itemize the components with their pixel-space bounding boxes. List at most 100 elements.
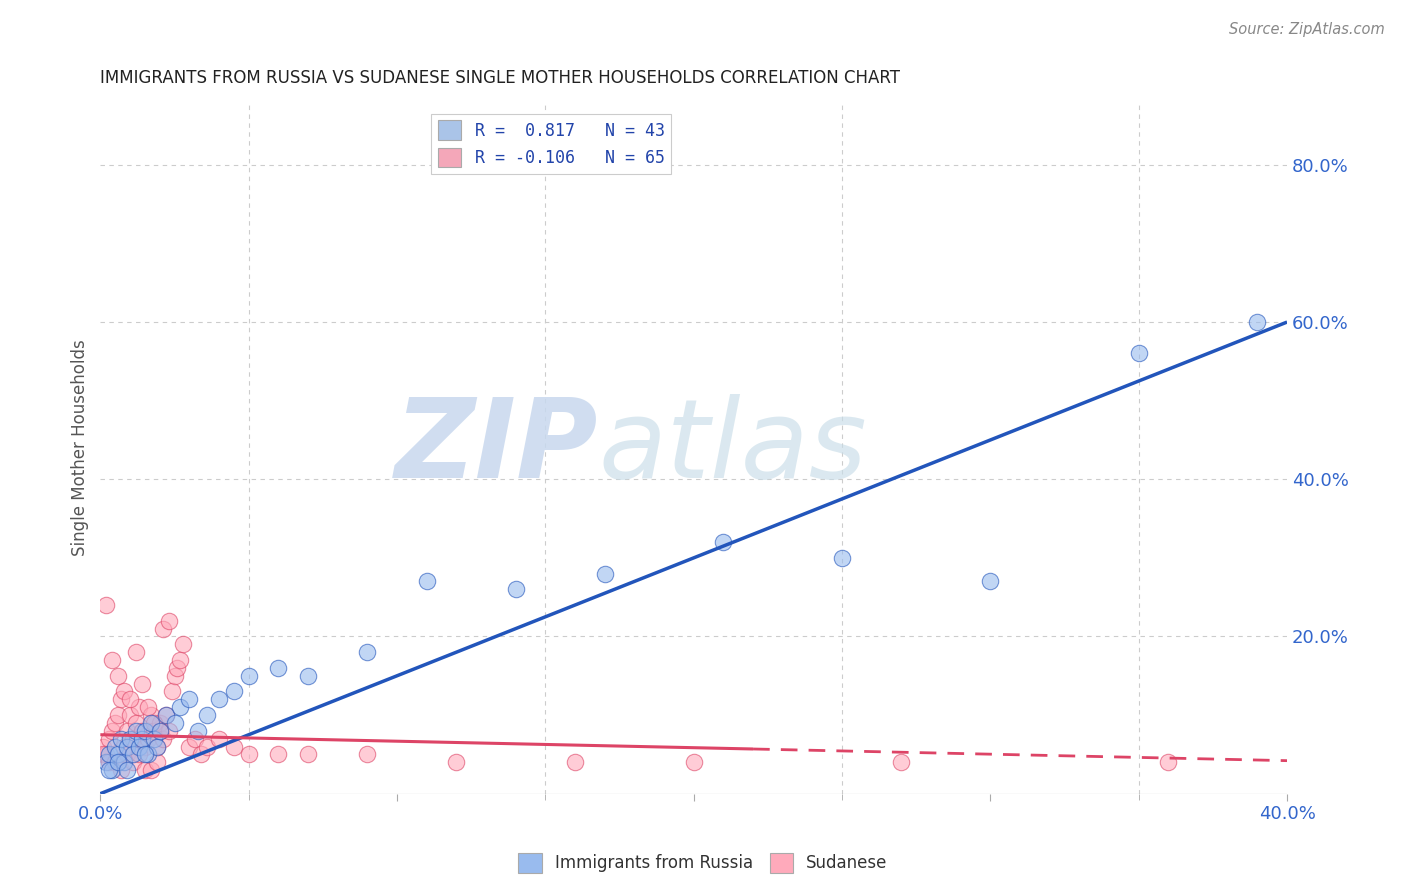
Point: [446, 756, 468, 770]
Point: [142, 731, 165, 746]
Point: [831, 550, 853, 565]
Point: [139, 715, 162, 730]
Point: [1128, 346, 1150, 360]
Point: [157, 723, 180, 738]
Point: [139, 708, 162, 723]
Point: [112, 739, 135, 754]
Point: [139, 763, 162, 777]
Point: [136, 731, 159, 746]
Point: [179, 739, 201, 754]
Point: [122, 756, 145, 770]
Point: [96, 747, 118, 762]
Point: [125, 645, 148, 659]
Point: [118, 692, 141, 706]
Point: [1157, 756, 1180, 770]
Point: [98, 731, 121, 746]
Point: [101, 763, 124, 777]
Point: [505, 582, 527, 597]
Text: IMMIGRANTS FROM RUSSIA VS SUDANESE SINGLE MOTHER HOUSEHOLDS CORRELATION CHART: IMMIGRANTS FROM RUSSIA VS SUDANESE SINGL…: [100, 69, 900, 87]
Point: [208, 692, 231, 706]
Point: [222, 739, 245, 754]
Point: [169, 700, 191, 714]
Point: [142, 715, 165, 730]
Point: [160, 684, 183, 698]
Point: [163, 669, 186, 683]
Point: [238, 747, 260, 762]
Point: [91, 747, 114, 762]
Point: [122, 731, 145, 746]
Point: [136, 700, 159, 714]
Point: [238, 669, 260, 683]
Point: [107, 756, 129, 770]
Point: [104, 756, 127, 770]
Point: [195, 739, 218, 754]
Point: [142, 723, 165, 738]
Point: [593, 566, 616, 581]
Point: [134, 747, 156, 762]
Point: [157, 614, 180, 628]
Point: [134, 723, 156, 738]
Point: [125, 723, 148, 738]
Point: [682, 756, 704, 770]
Point: [98, 747, 121, 762]
Point: [104, 715, 127, 730]
Point: [96, 598, 118, 612]
Point: [128, 700, 150, 714]
Point: [104, 739, 127, 754]
Point: [122, 747, 145, 762]
Point: [979, 574, 1001, 589]
Point: [195, 708, 218, 723]
Y-axis label: Single Mother Households: Single Mother Households: [72, 340, 89, 557]
Point: [98, 763, 121, 777]
Point: [115, 747, 138, 762]
Text: atlas: atlas: [599, 394, 868, 501]
Legend: Immigrants from Russia, Sudanese: Immigrants from Russia, Sudanese: [512, 847, 894, 880]
Point: [267, 747, 290, 762]
Point: [155, 708, 177, 723]
Point: [152, 622, 174, 636]
Point: [169, 653, 191, 667]
Point: [297, 747, 319, 762]
Point: [98, 756, 121, 770]
Point: [145, 739, 167, 754]
Point: [149, 715, 172, 730]
Point: [115, 763, 138, 777]
Point: [128, 747, 150, 762]
Point: [96, 756, 118, 770]
Point: [112, 756, 135, 770]
Point: [115, 723, 138, 738]
Point: [101, 653, 124, 667]
Point: [163, 715, 186, 730]
Point: [136, 747, 159, 762]
Point: [149, 723, 172, 738]
Point: [179, 692, 201, 706]
Point: [190, 747, 212, 762]
Point: [125, 715, 148, 730]
Point: [1246, 315, 1268, 329]
Text: Source: ZipAtlas.com: Source: ZipAtlas.com: [1229, 22, 1385, 37]
Point: [118, 708, 141, 723]
Point: [711, 535, 734, 549]
Point: [187, 723, 209, 738]
Point: [110, 692, 132, 706]
Point: [356, 645, 378, 659]
Text: ZIP: ZIP: [395, 394, 599, 501]
Point: [208, 731, 231, 746]
Point: [101, 723, 124, 738]
Point: [415, 574, 437, 589]
Point: [166, 661, 188, 675]
Point: [145, 756, 167, 770]
Point: [149, 723, 172, 738]
Point: [107, 708, 129, 723]
Point: [564, 756, 586, 770]
Point: [118, 731, 141, 746]
Point: [184, 731, 207, 746]
Point: [134, 763, 156, 777]
Point: [115, 739, 138, 754]
Legend: R =  0.817   N = 43, R = -0.106   N = 65: R = 0.817 N = 43, R = -0.106 N = 65: [432, 114, 671, 174]
Point: [110, 763, 132, 777]
Point: [91, 739, 114, 754]
Point: [128, 739, 150, 754]
Point: [145, 739, 167, 754]
Point: [134, 739, 156, 754]
